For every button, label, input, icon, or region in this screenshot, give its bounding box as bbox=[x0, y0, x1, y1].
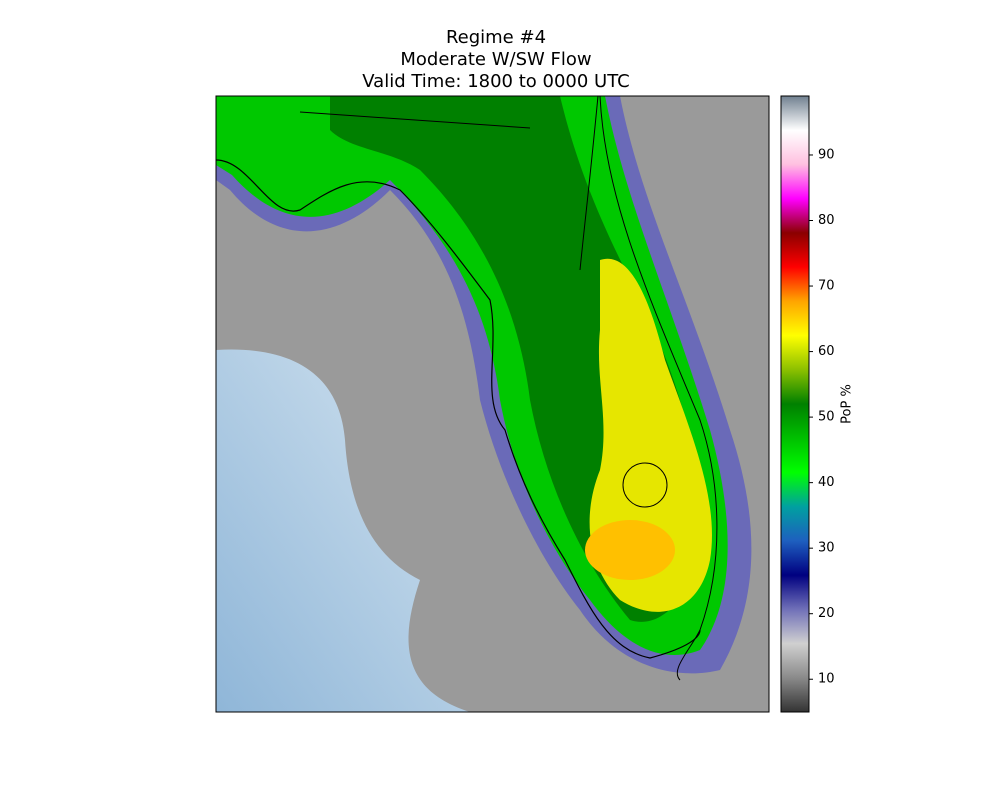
coastline bbox=[216, 159, 701, 659]
map-frame bbox=[215, 95, 770, 713]
colorbar-tick-label: 90 bbox=[818, 147, 835, 162]
title-line: Valid Time: 1800 to 0000 UTC bbox=[362, 71, 629, 92]
colorbar-tick-label: 20 bbox=[818, 606, 835, 621]
lake-okeechobee bbox=[622, 462, 668, 508]
colorbar-tick-label: 40 bbox=[818, 475, 835, 490]
title-line: Moderate W/SW Flow bbox=[400, 49, 591, 70]
colorbar-tick-label: 50 bbox=[818, 410, 835, 425]
colorbar bbox=[780, 95, 810, 713]
colorbar-tick-label: 60 bbox=[818, 344, 835, 359]
colorbar-label: PoP % bbox=[840, 384, 855, 424]
peak-pop-area bbox=[585, 520, 675, 580]
colorbar-tick-label: 30 bbox=[818, 541, 835, 556]
colorbar-tick-label: 80 bbox=[818, 213, 835, 228]
title-line: Regime #4 bbox=[446, 27, 546, 48]
borders bbox=[299, 96, 718, 681]
colorbar-tick-label: 10 bbox=[818, 672, 835, 687]
map bbox=[216, 96, 769, 712]
colorbar-tick-label: 70 bbox=[818, 279, 835, 294]
gulf bbox=[216, 349, 470, 712]
